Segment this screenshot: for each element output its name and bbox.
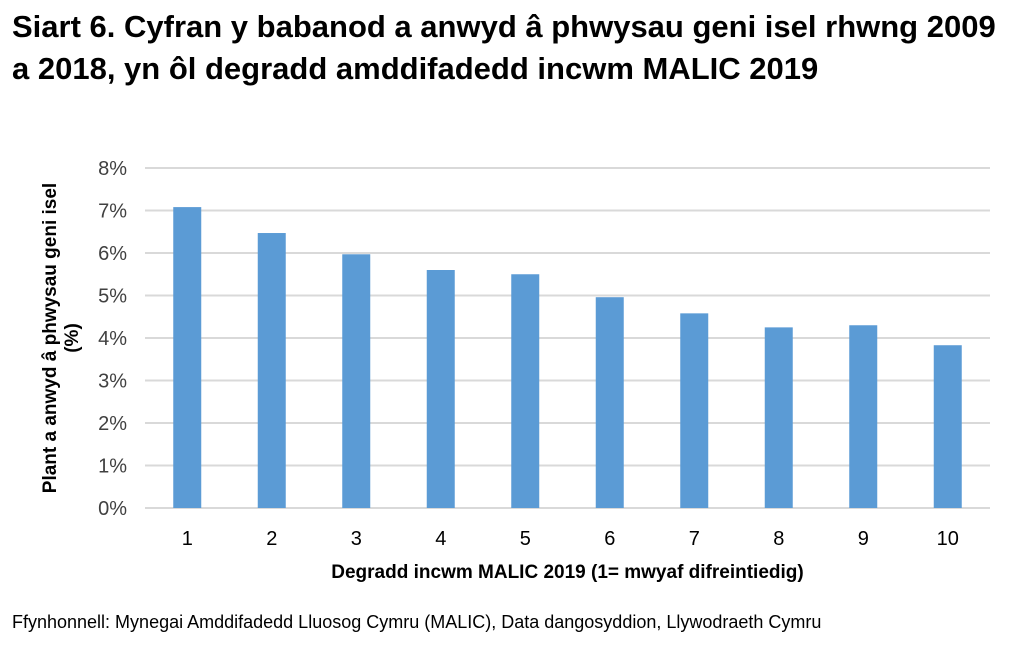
bar — [257, 233, 286, 508]
y-tick-label: 2% — [98, 413, 127, 435]
source-note: Ffynhonnell: Mynegai Amddifadedd Lluosog… — [12, 612, 822, 632]
y-tick-label: 8% — [98, 158, 127, 180]
y-tick-label: 0% — [98, 498, 127, 520]
x-tick-label: 2 — [266, 528, 277, 550]
bar — [680, 313, 709, 508]
bar — [595, 297, 624, 508]
y-tick-label: 6% — [98, 243, 127, 265]
bar — [511, 274, 540, 508]
x-tick-label: 5 — [520, 528, 531, 550]
y-tick-label: 4% — [98, 328, 127, 350]
x-tick-label: 6 — [604, 528, 615, 550]
y-tick-label: 5% — [98, 286, 127, 308]
x-tick-label: 1 — [182, 528, 193, 550]
bar — [933, 345, 962, 508]
x-tick-label: 7 — [689, 528, 700, 550]
x-tick-label: 3 — [351, 528, 362, 550]
x-axis-label: Degradd incwm MALIC 2019 (1= mwyaf difre… — [331, 562, 803, 583]
bar — [849, 325, 878, 508]
y-axis-label: Plant a anwyd â phwysau geni isel(%) — [40, 183, 83, 493]
x-tick-label: 10 — [937, 528, 959, 550]
bar — [342, 254, 371, 508]
chart-title: Siart 6. Cyfran y babanod a anwyd â phwy… — [12, 9, 996, 86]
bar — [173, 207, 202, 508]
x-tick-label: 4 — [435, 528, 446, 550]
bar — [764, 327, 793, 508]
x-tick-label: 9 — [858, 528, 869, 550]
bar-chart: 0% 1% 2% 3% 4% 5% 6% 7% 8% 1 2 3 4 5 6 7 8 9 10 Degradd inc… — [40, 158, 990, 583]
y-tick-label: 7% — [98, 201, 127, 223]
y-tick-label: 3% — [98, 371, 127, 393]
bar — [426, 270, 455, 508]
x-tick-label: 8 — [773, 528, 784, 550]
y-tick-label: 1% — [98, 456, 127, 478]
